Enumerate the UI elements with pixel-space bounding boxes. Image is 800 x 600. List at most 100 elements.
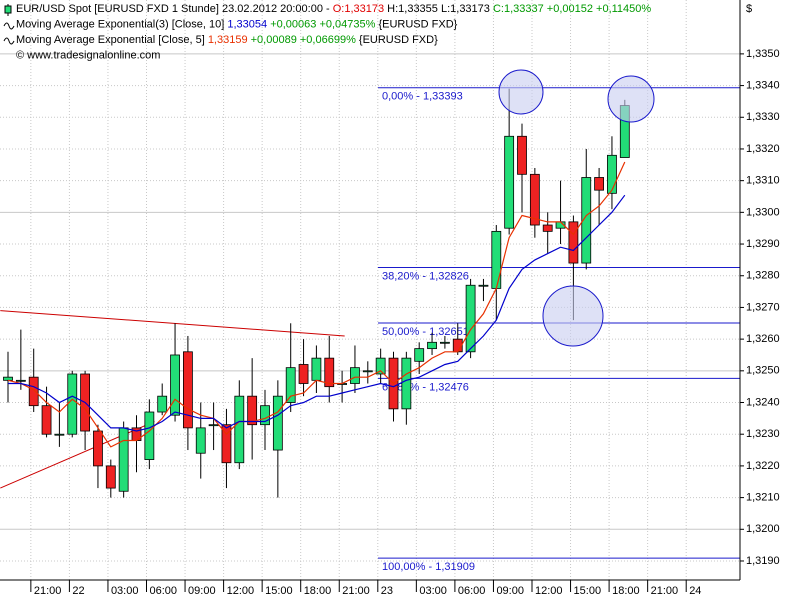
fib-label: 0,00% - 1,33393 [382,91,463,103]
header-line: EUR/USD Spot [EURUSD FXD 1 Stunde] 23.02… [16,3,651,15]
header-line: © www.tradesignalonline.com [16,49,160,61]
y-unit: $ [746,3,752,15]
x-tick-label: 12:00 [535,585,563,597]
y-tick-label: 1,3250 [746,365,780,377]
y-tick-label: 1,3280 [746,270,780,282]
fib-label: 38,20% - 1,32826 [382,270,469,282]
candle-body [157,395,168,413]
candle-body [581,177,592,264]
candle-body [529,173,540,226]
candle-body [465,284,476,353]
candle-body [54,433,65,436]
candle-body [93,430,103,467]
x-tick-label: 21:00 [651,585,679,597]
highlight-circle [542,285,604,347]
y-tick-label: 1,3300 [746,206,780,218]
candle-body [517,135,527,175]
x-tick-label: 06:00 [458,585,486,597]
candle-body [298,364,309,384]
x-tick-label: 22 [72,585,84,597]
header-text: 1,33159 [208,34,248,46]
x-tick-label: 18:00 [304,585,332,597]
plot: 0,00% - 1,33393 38,20% - 1,32826 50,00% - … [0,87,740,573]
x-tick-label: 15:00 [265,585,293,597]
header-text: +0,00063 +0,04735% [267,18,375,30]
candle-body [375,357,386,375]
header: EUR/USD Spot [EURUSD FXD 1 Stunde] 23.02… [16,3,651,62]
header-text: 1,33054 [227,18,267,30]
y-tick-label: 1,3220 [746,460,780,472]
x-tick-label: 09:00 [188,585,216,597]
header-icons [3,4,15,45]
candle-body [28,376,39,407]
candle-body [439,341,450,344]
y-tick-label: 1,3230 [746,428,780,440]
y-tick-label: 1,3350 [746,48,780,60]
candle-body [247,395,258,426]
header-line: Moving Average Exponential [Close, 5] 1,… [16,34,438,46]
fib-label: 100,00% - 1,31909 [382,561,475,573]
header-text: Moving Average Exponential [Close, 5] [16,34,208,46]
y-tick-label: 1,3190 [746,555,780,567]
y-tick-label: 1,3260 [746,333,780,345]
header-text: O:1,33173 [333,3,384,15]
candle-body [478,284,489,287]
candle-body [568,221,579,264]
candle-body [272,395,283,451]
ma-line [7,161,626,448]
trendline [0,421,155,489]
candle-body [208,424,219,427]
header-text: C:1,33337 +0,00152 +0,11450% [493,3,651,15]
x-tick-label: 21:00 [342,585,370,597]
header-text: © www.tradesignalonline.com [16,49,160,61]
header-text: +0,00089 +0,06699% [248,34,356,46]
candle-body [118,427,129,492]
header-line: Moving Average Exponential(3) [Close, 10… [16,18,458,30]
candle-body [182,351,193,429]
candle-body [324,357,335,388]
y-tick-label: 1,3240 [746,396,780,408]
header-text: {EURUSD FXD} [375,18,457,30]
x-tick-label: 18:00 [612,585,640,597]
candle-body [414,348,425,362]
candle-body [221,424,232,464]
highlight-circle [607,75,655,123]
candle-body [67,373,78,435]
header-text: H:1,33355 L:1,33173 [384,3,493,15]
y-tick-label: 1,3330 [746,111,780,123]
candle-body [195,427,206,454]
candle-body [3,376,13,381]
header-text: {EURUSD FXD} [356,34,438,46]
candle-body [144,411,155,460]
y-tick-label: 1,3340 [746,79,780,91]
candle-body [41,405,52,435]
trendline [0,310,345,337]
x-tick-label: 06:00 [150,585,178,597]
candle-body [542,224,553,232]
x-tick-label: 23 [381,585,393,597]
y-tick-label: 1,3200 [746,523,780,535]
x-tick-label: 03:00 [111,585,139,597]
candle-body [350,367,360,384]
x-tick-label: 03:00 [419,585,447,597]
candle-body [170,354,180,416]
candle-body [15,379,26,382]
candle-body [504,135,515,229]
candle-body [401,357,412,410]
candle-body [105,465,116,489]
x-tick-label: 21:00 [34,585,62,597]
ma-line [8,194,626,432]
x-tick-label: 24 [689,585,701,597]
x-tick-label: 09:00 [496,585,524,597]
fib-label: 50,00% - 1,32651 [382,326,469,338]
candle-body [362,370,373,373]
candle-body [234,395,245,464]
x-tick-label: 12:00 [227,585,255,597]
x-tick-label: 15:00 [574,585,602,597]
candle-body [260,405,270,426]
candle-body [607,154,617,194]
candle-body [311,357,322,381]
candle-body [491,230,502,289]
